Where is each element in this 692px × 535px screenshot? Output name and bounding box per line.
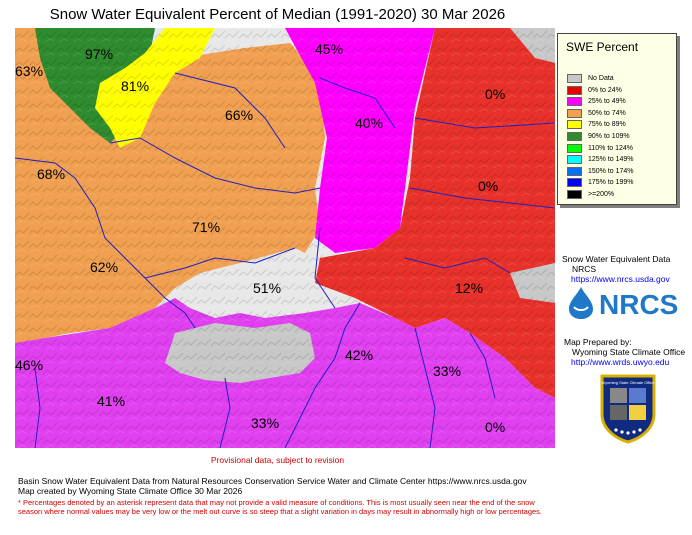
legend-item: 90% to 109% [567, 132, 630, 141]
source-line2: NRCS [572, 264, 597, 274]
basin-label: 51% [253, 280, 281, 296]
legend-label: 110% to 124% [588, 144, 634, 152]
nrcs-logo: NRCS [565, 285, 685, 321]
legend-label: 150% to 174% [588, 167, 634, 175]
wsco-link[interactable]: http://www.wrds.uwyo.edu [571, 357, 670, 367]
basin-map-svg: 97% 63% 81% 45% 0% 66% 40% 68% 0% 71% 62… [15, 28, 555, 448]
legend-swatch [567, 155, 582, 165]
legend-label: 25% to 49% [588, 98, 626, 106]
footer-line2: Map created by Wyoming State Climate Off… [18, 486, 243, 496]
basin-label: 81% [121, 78, 149, 94]
footer: Basin Snow Water Equivalent Data from Na… [18, 476, 527, 496]
legend-swatch [567, 143, 582, 153]
basin-label: 63% [15, 63, 43, 79]
legend-label: >=200% [588, 191, 615, 198]
basin-label: 0% [485, 419, 505, 435]
legend-item: 125% to 149% [567, 155, 634, 165]
basin-label: 0% [478, 178, 498, 194]
prepared-line1: Map Prepared by: [564, 337, 632, 347]
climate-office-seal: Wyoming State Climate Office [598, 372, 658, 444]
basin-label: 62% [90, 259, 118, 275]
basin-map[interactable]: 97% 63% 81% 45% 0% 66% 40% 68% 0% 71% 62… [15, 28, 555, 448]
footnote: * Percentages denoted by an asterisk rep… [18, 498, 543, 516]
legend-label: 75% to 89% [588, 121, 626, 129]
nrcs-link[interactable]: https://www.nrcs.usda.gov [571, 274, 670, 284]
footer-line1: Basin Snow Water Equivalent Data from Na… [18, 476, 527, 486]
legend-swatch [567, 132, 582, 141]
legend-item: 150% to 174% [567, 166, 634, 176]
prepared-line2: Wyoming State Climate Office [572, 347, 686, 357]
legend-label: 175% to 199% [588, 179, 634, 187]
basin-label: 33% [433, 363, 461, 379]
legend: SWE Percent No Data 0% to 24% 25% to 49% 50… [557, 33, 677, 205]
basin-label: 40% [355, 115, 383, 131]
legend-swatch [567, 190, 582, 199]
legend-item: >=200% [567, 190, 614, 199]
legend-item: 110% to 124% [567, 143, 634, 153]
nrcs-logo-text: NRCS [599, 289, 678, 320]
basin-label: 68% [37, 166, 65, 182]
seal-text: Wyoming State Climate Office [601, 380, 655, 385]
basin-label: 33% [251, 415, 279, 431]
legend-label: 0% to 24% [588, 86, 622, 94]
provisional-note: Provisional data, subject to revision [210, 455, 345, 465]
legend-item: No Data [567, 74, 614, 83]
basin-label: 12% [455, 280, 483, 296]
legend-swatch [567, 166, 582, 176]
basin-label: 45% [315, 41, 343, 57]
legend-swatch [567, 85, 582, 95]
legend-item: 25% to 49% [567, 97, 626, 107]
basin-label: 97% [85, 46, 113, 62]
legend-item: 0% to 24% [567, 85, 622, 95]
legend-swatch [567, 120, 582, 130]
map-title: Snow Water Equivalent Percent of Median … [49, 6, 506, 23]
legend-swatch [567, 178, 582, 188]
legend-swatch [567, 108, 582, 118]
source-line1: Snow Water Equivalent Data [562, 254, 671, 264]
legend-swatch [567, 74, 582, 83]
basin-label: 71% [192, 219, 220, 235]
legend-item: 75% to 89% [567, 120, 626, 130]
basin-label: 46% [15, 357, 43, 373]
legend-item: 50% to 74% [567, 108, 626, 118]
legend-label: 125% to 149% [588, 156, 634, 164]
legend-label: 50% to 74% [588, 109, 626, 117]
basin-label: 66% [225, 107, 253, 123]
basin-label: 41% [97, 393, 125, 409]
legend-label: No Data [588, 75, 614, 82]
legend-item: 175% to 199% [567, 178, 634, 188]
legend-swatch [567, 97, 582, 107]
basin-label: 0% [485, 86, 505, 102]
legend-title: SWE Percent [566, 40, 639, 54]
legend-label: 90% to 109% [588, 133, 630, 140]
basin-label: 42% [345, 347, 373, 363]
